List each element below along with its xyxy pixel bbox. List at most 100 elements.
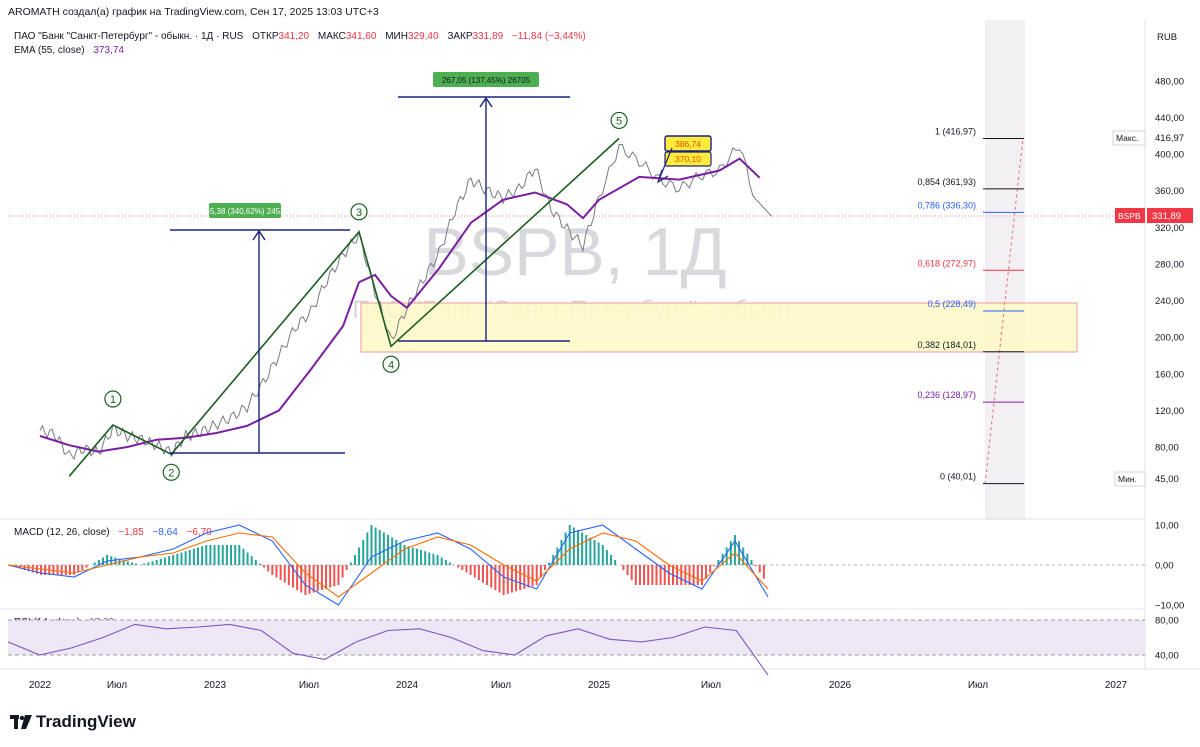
- price-axis[interactable]: 480,00 440,00 400,00 360,00 320,00 280,00 240,…: [1155, 76, 1184, 453]
- tradingview-logo-icon: [10, 715, 32, 729]
- time-tick-label: Июл: [968, 680, 988, 691]
- wave-marker[interactable]: [104, 390, 122, 408]
- price-box-2[interactable]: [664, 151, 712, 167]
- rsi-legend[interactable]: RSI (14, close) 17,29: [14, 617, 114, 628]
- price-box-2-label: 370,10: [675, 154, 701, 164]
- macd-tick-label: 0,00: [1155, 561, 1174, 572]
- wave-path[interactable]: [68, 137, 620, 477]
- time-tick-label: 2022: [29, 680, 52, 691]
- symbol-legend: ПАО "Банк "Санкт-Петербург" - обыкн. · 1…: [14, 31, 586, 42]
- measure-1-label-bg[interactable]: [209, 203, 281, 218]
- rsi-label: RSI (14, close): [14, 617, 81, 628]
- fib-level-label: 0,5 (228,49): [927, 299, 976, 309]
- macd-line-value: −8,64: [152, 527, 178, 538]
- ema-value: 373,74: [93, 45, 124, 56]
- last-symbol-label: BSPB: [1118, 211, 1141, 221]
- price-tick-label: 280,00: [1155, 259, 1184, 270]
- watermark-name: ПАО "Банк "Санкт-Петербург" - обыкн.: [352, 296, 797, 324]
- macd-tick-label: 10,00: [1155, 521, 1179, 532]
- rsi-line: [7, 623, 769, 676]
- price-tick-label: 400,00: [1155, 150, 1184, 161]
- price-tick-label: 80,00: [1155, 443, 1179, 454]
- price-box-1[interactable]: [664, 135, 712, 152]
- time-tick-label: 2027: [1105, 680, 1128, 691]
- min-tag-label: Мин.: [1118, 474, 1137, 484]
- macd-hist-value: −1,85: [118, 527, 144, 538]
- wave-marker[interactable]: [610, 111, 628, 130]
- wave-label: 1: [110, 394, 116, 406]
- fib-level-label: 1 (416,97): [935, 126, 976, 136]
- min-tag-bg: [1114, 471, 1146, 487]
- macd-axis[interactable]: 10,00 0,00 −10,00: [1155, 521, 1184, 612]
- last-price-tag: [1147, 208, 1193, 223]
- measure-2-arrowhead: [479, 96, 493, 108]
- rsi-axis[interactable]: 80,00 40,00: [1155, 616, 1179, 662]
- measure-1-arrowhead: [252, 229, 266, 241]
- time-tick-label: 2023: [204, 680, 227, 691]
- ohlc-close-key: ЗАКР: [447, 31, 473, 42]
- last-symbol-tag: [1115, 208, 1145, 223]
- max-value-bg: [1147, 131, 1200, 145]
- fib-trend-line[interactable]: [984, 137, 1024, 485]
- rsi-band: [8, 620, 1145, 655]
- price-tick-label: 360,00: [1155, 186, 1184, 197]
- price-series: [39, 143, 773, 461]
- elliott-waves[interactable]: 1 2 3 4 5: [68, 111, 628, 481]
- price-tick-label: 240,00: [1155, 296, 1184, 307]
- price-tick-label: 160,00: [1155, 369, 1184, 380]
- max-tag-bg: [1112, 130, 1146, 146]
- fib-levels[interactable]: 1 (416,97) 0,854 (361,93) 0,786 (336,30) 0,…: [917, 126, 1024, 485]
- currency-label[interactable]: RUB: [1157, 32, 1177, 43]
- fib-level-label: 0,236 (128,97): [917, 390, 976, 400]
- price-tick-label: 200,00: [1155, 333, 1184, 344]
- ohlc-open-key: ОТКР: [252, 31, 279, 42]
- time-tick-label: Июл: [701, 680, 721, 691]
- measure-2-label: 267,05 (137,45%) 26705: [442, 76, 531, 85]
- time-tick-label: 2026: [829, 680, 852, 691]
- price-tick-label: 480,00: [1155, 76, 1184, 87]
- price-line: [39, 143, 773, 461]
- macd-signal-line: [7, 532, 769, 598]
- price-change: −11,84 (−3,44%): [511, 31, 586, 42]
- fib-level-label: 0 (40,01): [940, 472, 976, 482]
- symbol-title[interactable]: ПАО "Банк "Санкт-Петербург" - обыкн. · 1…: [14, 31, 244, 42]
- fib-level-label: 0,786 (336,30): [917, 200, 976, 210]
- time-axis[interactable]: 2022 Июл 2023 Июл 2024 Июл 2025 Июл 2026 Июл 2027: [29, 680, 1128, 691]
- max-tag-label: Макс.: [1116, 133, 1138, 143]
- ema-line[interactable]: [39, 157, 761, 453]
- wave-label: 2: [168, 467, 174, 479]
- price-tick-label: 120,00: [1155, 406, 1184, 417]
- macd-label: MACD (12, 26, close): [14, 527, 110, 538]
- time-tick-label: 2024: [396, 680, 419, 691]
- measure-2-label-bg[interactable]: [433, 72, 539, 87]
- fib-level-label: 0,854 (361,93): [917, 177, 976, 187]
- wave-marker[interactable]: [350, 203, 368, 221]
- ema-legend[interactable]: EMA (55, close) 373,74: [14, 45, 124, 56]
- min-value: 45,00: [1155, 474, 1179, 485]
- macd-legend[interactable]: MACD (12, 26, close) −1,85 −8,64 −6,79: [14, 527, 212, 538]
- time-tick-label: Июл: [491, 680, 511, 691]
- wave-marker[interactable]: [162, 463, 180, 481]
- price-box-pointer: [656, 147, 673, 184]
- wave-label: 4: [388, 359, 394, 371]
- measure-1-label: 245,38 (340,62%) 24538: [201, 207, 290, 216]
- ohlc-open-value: 341,20: [278, 31, 310, 42]
- ema-label: EMA (55, close): [14, 45, 85, 56]
- time-tick-label: 2025: [588, 680, 611, 691]
- price-tick-label: 440,00: [1155, 113, 1184, 124]
- ema-series[interactable]: [39, 157, 761, 453]
- ohlc-low-value: 329,40: [407, 31, 439, 42]
- tradingview-logo[interactable]: TradingView: [10, 712, 136, 732]
- support-zone[interactable]: [360, 302, 1078, 353]
- ohlc-high-value: 341,60: [345, 31, 377, 42]
- time-tick-label: Июл: [107, 680, 127, 691]
- macd-tick-label: −10,00: [1155, 601, 1184, 612]
- macd-signal-value: −6,79: [186, 527, 212, 538]
- rsi-value: 17,29: [88, 617, 114, 628]
- price-box-1-label: 386,74: [675, 139, 701, 149]
- fib-level-label: 0,382 (184,01): [917, 340, 976, 350]
- price-tick-label: 320,00: [1155, 223, 1184, 234]
- wave-marker[interactable]: [382, 355, 400, 373]
